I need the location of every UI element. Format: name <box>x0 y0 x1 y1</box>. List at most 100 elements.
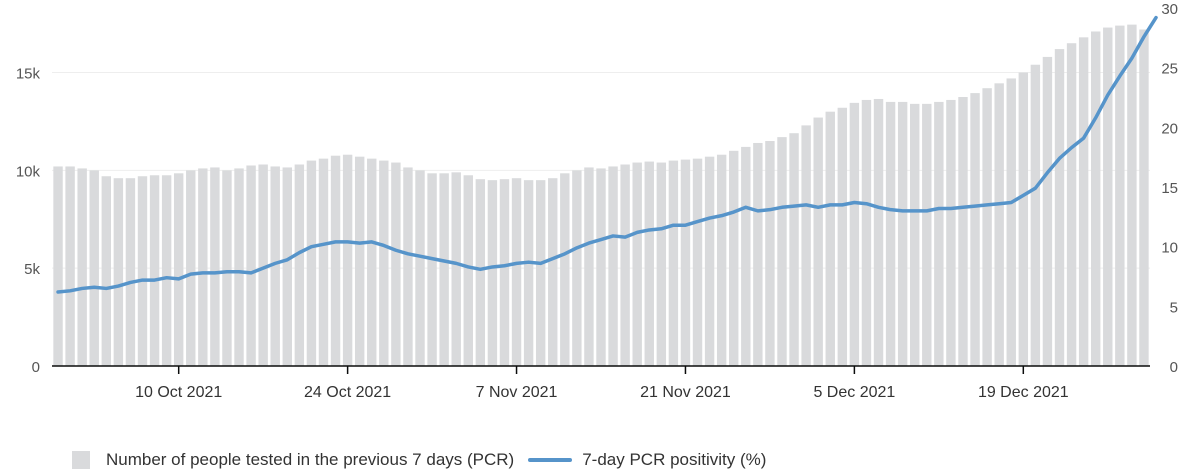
legend-item-line: 7-day PCR positivity (%) <box>528 450 766 470</box>
x-tick-label: 21 Nov 2021 <box>640 384 731 401</box>
bar-series <box>53 24 1149 367</box>
bar <box>861 99 872 366</box>
bar <box>53 166 63 366</box>
bar <box>885 101 896 366</box>
right-tick-label: 30 <box>1161 1 1178 18</box>
bar <box>801 125 811 367</box>
x-tick-label: 5 Dec 2021 <box>813 384 895 401</box>
right-tick-label: 15 <box>1161 180 1178 197</box>
legend-swatch-line <box>528 458 573 462</box>
bar <box>813 117 823 366</box>
bar <box>946 99 956 366</box>
bar <box>982 88 992 367</box>
bar <box>596 168 606 366</box>
bar <box>825 111 835 366</box>
bar <box>958 97 968 366</box>
bar <box>415 170 425 366</box>
legend-swatch-bars <box>72 451 90 469</box>
bar <box>729 150 739 366</box>
bar <box>1006 78 1016 366</box>
bar <box>753 142 763 366</box>
bar <box>77 168 87 366</box>
x-tick-label: 7 Nov 2021 <box>476 384 558 401</box>
bar <box>427 173 437 366</box>
bar <box>258 164 268 366</box>
bar <box>1018 72 1029 367</box>
bar <box>306 160 317 366</box>
bar <box>234 168 244 366</box>
bar <box>656 162 667 366</box>
bar <box>342 154 353 366</box>
bar <box>463 175 473 366</box>
bar <box>294 164 305 366</box>
bar <box>873 98 884 366</box>
bar <box>560 173 570 366</box>
bar <box>934 101 944 366</box>
bar <box>668 160 679 366</box>
bar <box>222 170 232 366</box>
left-tick-label: 10k <box>16 163 41 180</box>
bar <box>210 167 220 366</box>
bar <box>910 103 920 367</box>
bar <box>704 156 715 366</box>
legend-item-bars: Number of people tested in the previous … <box>72 450 514 470</box>
left-tick-label: 5k <box>24 261 40 278</box>
bar <box>692 158 703 366</box>
bar <box>789 133 799 366</box>
bar <box>620 164 630 366</box>
right-tick-label: 25 <box>1161 61 1178 78</box>
bar <box>572 170 582 366</box>
bar <box>439 173 449 366</box>
chart-svg: 0 5k 10k 15k 0 5 10 15 20 25 30 10 Oct 2021 24 Oct 2… <box>16 1 1178 401</box>
bar <box>270 166 280 366</box>
bar <box>716 154 727 366</box>
bar <box>186 170 196 366</box>
bar <box>101 176 112 366</box>
bar <box>777 137 787 366</box>
bar <box>137 176 148 366</box>
bar <box>1042 56 1053 366</box>
right-tick-label: 5 <box>1170 299 1178 316</box>
bar <box>837 107 848 366</box>
bar <box>1066 43 1077 367</box>
bar <box>584 167 594 366</box>
bar <box>198 168 208 366</box>
x-tick-label: 24 Oct 2021 <box>304 384 391 401</box>
bar <box>644 161 654 366</box>
bar <box>379 160 389 366</box>
bar <box>608 166 618 366</box>
bar <box>125 178 136 366</box>
bar <box>548 178 558 366</box>
bar <box>1127 24 1137 366</box>
bar <box>922 103 932 367</box>
bar <box>451 172 461 366</box>
bar <box>994 83 1004 366</box>
x-tick-label: 10 Oct 2021 <box>135 384 222 401</box>
bar <box>1054 49 1065 366</box>
bar <box>161 175 172 366</box>
bar <box>89 170 99 366</box>
bar <box>1078 37 1089 366</box>
bar <box>282 167 292 366</box>
line-series <box>56 15 1158 294</box>
bar <box>1030 64 1041 366</box>
bar <box>849 102 860 366</box>
right-tick-label: 10 <box>1161 240 1178 257</box>
bar <box>391 162 401 366</box>
bar <box>65 166 75 366</box>
bar <box>173 173 184 366</box>
bar <box>1115 25 1125 366</box>
bar <box>1103 27 1113 367</box>
bar <box>511 178 522 366</box>
bar <box>330 155 341 366</box>
bar <box>970 93 980 366</box>
bar <box>318 158 329 366</box>
bar <box>403 167 413 366</box>
bar <box>246 165 256 366</box>
bar <box>680 159 691 366</box>
bar <box>741 146 751 366</box>
bar <box>354 156 365 366</box>
bar <box>1139 29 1149 366</box>
bar <box>897 101 908 366</box>
